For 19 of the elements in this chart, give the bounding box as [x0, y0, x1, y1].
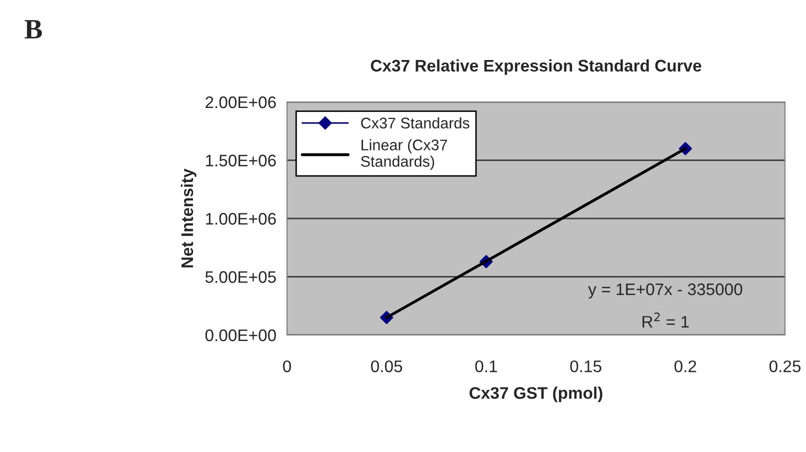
y-tick-label: 1.00E+06: [206, 212, 276, 225]
y-tick-label: 0.00E+00: [205, 329, 276, 342]
x-tick-label: 0.25: [769, 360, 801, 372]
x-tick-label: 0.2: [674, 360, 696, 372]
legend-label: Linear (Cx37 Standards): [361, 139, 448, 170]
chart-title: Cx37 Relative Expression Standard Curve: [370, 59, 702, 75]
text: B: [24, 20, 42, 38]
y-tick-label: 5.00E+05: [205, 271, 276, 283]
x-tick-label: 0: [283, 360, 291, 372]
y-tick-label: 1.50E+06: [206, 154, 276, 166]
legend-label: Cx37 Standards: [361, 117, 470, 128]
annotation: R$^{2}$ = 1: [642, 312, 689, 328]
annotation: y = 1E+07x - 335000: [588, 283, 742, 298]
x-tick-label: 0.1: [475, 360, 497, 372]
x-axis-title: Cx37 GST (pmol): [470, 386, 602, 402]
y-tick-label: 2.00E+06: [206, 96, 276, 108]
x-tick-label: 0.05: [371, 360, 402, 372]
x-tick-label: 0.15: [570, 360, 602, 372]
y-axis-title: Net Intensity: [180, 168, 196, 268]
